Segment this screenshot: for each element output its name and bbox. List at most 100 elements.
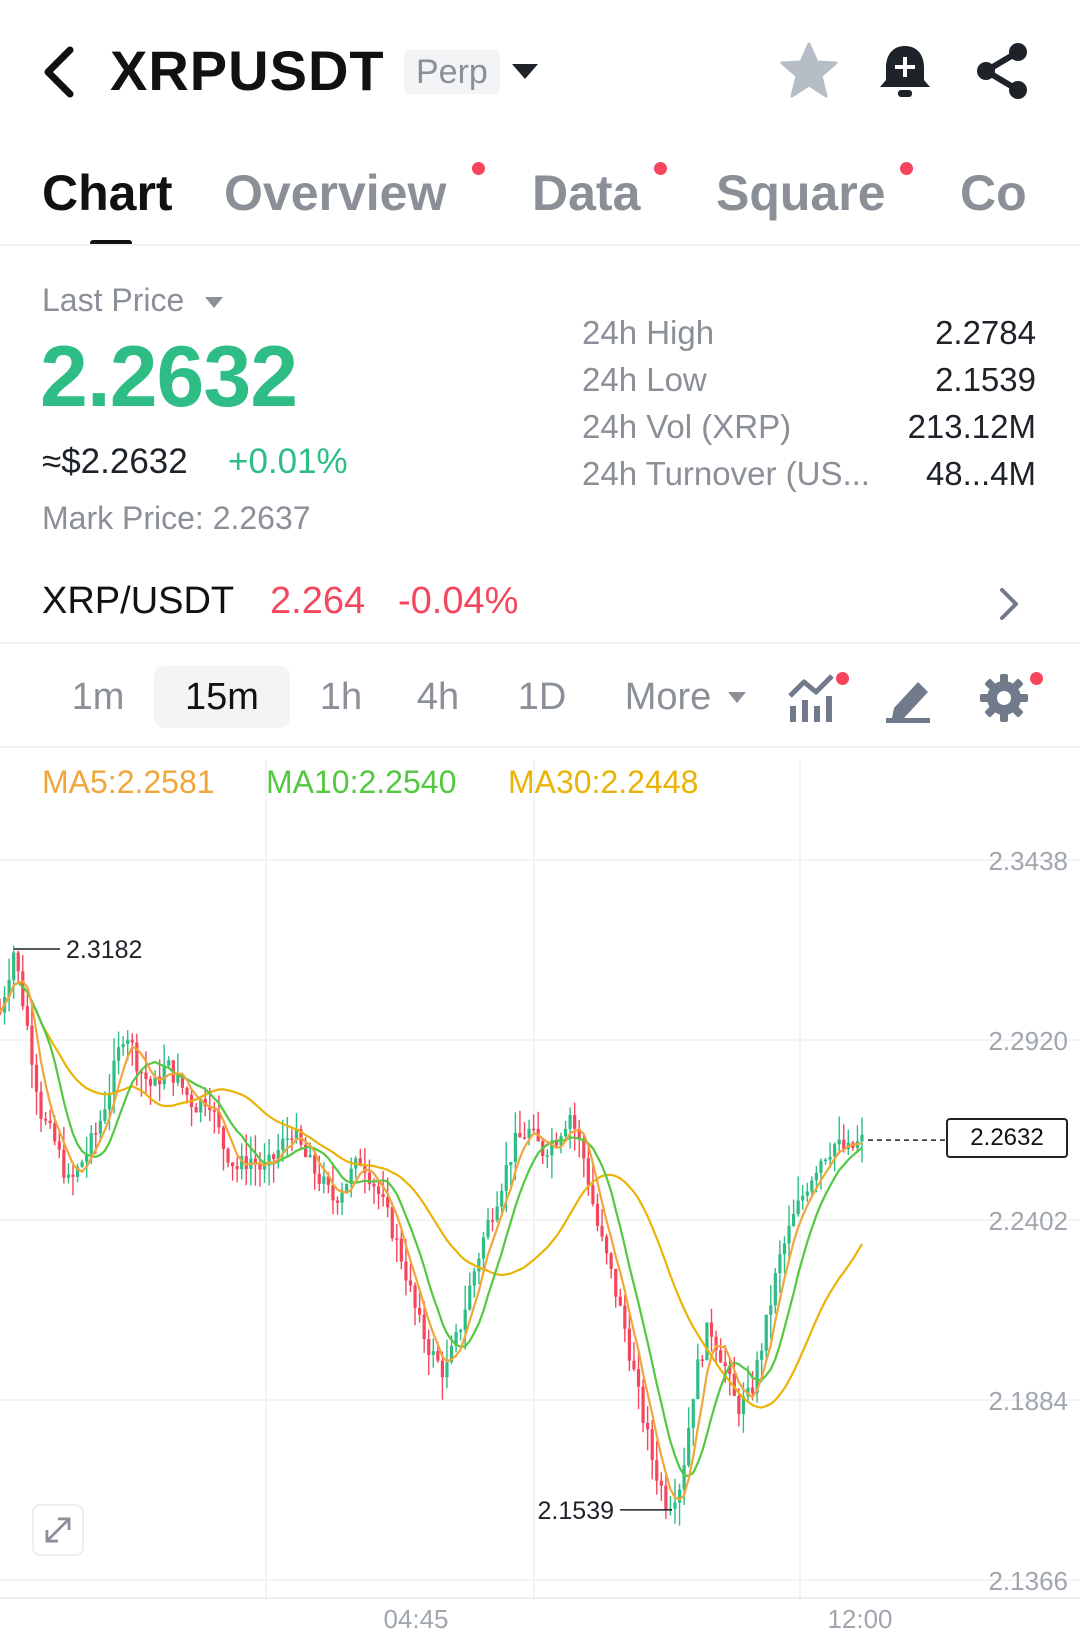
candle-body: [153, 1076, 157, 1086]
candle-body: [714, 1336, 718, 1351]
star-icon[interactable]: [778, 40, 840, 102]
candle-body: [604, 1236, 609, 1254]
tab-copy-truncated[interactable]: Co: [960, 165, 1027, 221]
candle-body: [148, 1079, 153, 1086]
spot-pair-change: -0.04%: [398, 580, 519, 622]
interval-4h[interactable]: 4h: [416, 676, 460, 718]
share-icon[interactable]: [972, 40, 1034, 102]
candle-body: [66, 1174, 71, 1178]
candle-body: [449, 1346, 454, 1363]
chevron-down-icon[interactable]: [512, 64, 538, 79]
interval-1h[interactable]: 1h: [319, 676, 363, 718]
candle-body: [48, 1120, 52, 1124]
tab-data[interactable]: Data: [532, 165, 641, 221]
draw-pencil-icon[interactable]: [882, 672, 934, 724]
interval-more[interactable]: More: [624, 676, 712, 718]
candle-body: [39, 1091, 43, 1119]
candle-body: [299, 1129, 303, 1145]
candle-body: [819, 1160, 823, 1173]
ma10-legend: MA10:2.2540: [266, 764, 457, 800]
tab-overview[interactable]: Overview: [224, 165, 447, 221]
candle-body: [440, 1360, 445, 1378]
candle-body: [481, 1237, 486, 1259]
candle-body: [719, 1350, 723, 1363]
candle-body: [782, 1243, 787, 1255]
spot-pair-price: 2.264: [270, 580, 366, 622]
candle-body: [618, 1296, 622, 1306]
candle-body: [16, 952, 20, 972]
contract-type-badge[interactable]: Perp: [404, 50, 500, 94]
candle-body: [550, 1140, 554, 1156]
interval-1d[interactable]: 1D: [517, 676, 567, 718]
candle-body: [208, 1106, 212, 1111]
candle-body: [623, 1305, 627, 1329]
candle-body: [655, 1460, 659, 1481]
ma30-legend: MA30:2.2448: [508, 764, 699, 800]
candle-body: [682, 1465, 686, 1490]
candle-body: [650, 1429, 654, 1461]
candle-body: [326, 1176, 330, 1186]
candle-body: [459, 1329, 463, 1332]
candle-body: [778, 1254, 782, 1274]
settings-gear-icon[interactable]: [978, 672, 1030, 724]
candle-body: [139, 1071, 143, 1073]
y-tick-label: 2.3438: [988, 846, 1068, 876]
caret-down-icon[interactable]: [728, 692, 746, 703]
candle-body: [335, 1200, 340, 1203]
interval-1m[interactable]: 1m: [71, 676, 125, 718]
y-tick-label: 2.1366: [988, 1566, 1068, 1596]
candle-body: [755, 1359, 759, 1394]
high-price-label: 2.3182: [66, 936, 142, 964]
candle-body: [810, 1180, 814, 1192]
candlestick-chart[interactable]: 2.3438 2.2920 2.2402 2.1884 2.1366 04:45 12:00…: [0, 760, 1080, 1636]
interval-15m[interactable]: 15m: [154, 666, 290, 728]
candle-body: [267, 1154, 271, 1166]
candle-body: [773, 1273, 777, 1306]
ma5-line: [0, 980, 863, 1501]
caret-down-icon[interactable]: [205, 297, 223, 308]
candle-body: [632, 1360, 636, 1370]
candle-body: [135, 1042, 139, 1072]
tab-chart[interactable]: Chart: [42, 165, 173, 221]
stat-24h-high-value: 2.2784: [935, 314, 1036, 351]
candle-body: [345, 1183, 349, 1193]
candle-body: [687, 1427, 691, 1466]
candle-body: [144, 1072, 148, 1080]
indicator-icon[interactable]: [786, 672, 838, 724]
candle-body: [107, 1092, 112, 1110]
candle-body: [226, 1148, 230, 1163]
last-price-label[interactable]: Last Price: [42, 282, 185, 318]
candle-body: [12, 952, 16, 980]
candle-body: [372, 1183, 376, 1187]
candle-body: [303, 1144, 308, 1157]
candle-body: [413, 1285, 417, 1308]
candle-body: [176, 1073, 180, 1083]
current-price-tag: 2.2632: [946, 1118, 1068, 1158]
candle-body: [705, 1322, 709, 1361]
candle-body: [554, 1140, 559, 1146]
bell-plus-icon[interactable]: [874, 40, 936, 102]
tab-square[interactable]: Square: [716, 165, 886, 221]
indicator-notification-dot: [836, 672, 849, 685]
candle-body: [586, 1158, 590, 1186]
candle-body: [21, 971, 25, 1007]
ma30-line: [0, 981, 863, 1409]
candle-body: [231, 1162, 235, 1167]
y-tick-label: 2.2920: [988, 1026, 1068, 1056]
chevron-right-icon[interactable]: [994, 584, 1024, 624]
active-tab-indicator: [90, 240, 132, 244]
candle-body: [94, 1133, 98, 1135]
ma10-line: [0, 981, 863, 1478]
candle-body: [53, 1123, 57, 1142]
candle-body: [121, 1043, 125, 1048]
tab-square-notification-dot: [900, 162, 913, 175]
back-arrow-icon[interactable]: [40, 42, 84, 102]
candle-body: [518, 1132, 522, 1138]
candle-body: [468, 1285, 472, 1310]
symbol-title[interactable]: XRPUSDT: [110, 39, 385, 102]
y-tick-label: 2.2402: [988, 1206, 1068, 1236]
candle-body: [272, 1154, 276, 1160]
expand-chart-icon[interactable]: [32, 1504, 84, 1556]
spot-pair-row[interactable]: XRP/USDT 2.264 -0.04%: [0, 566, 1080, 644]
candle-body: [609, 1253, 613, 1269]
